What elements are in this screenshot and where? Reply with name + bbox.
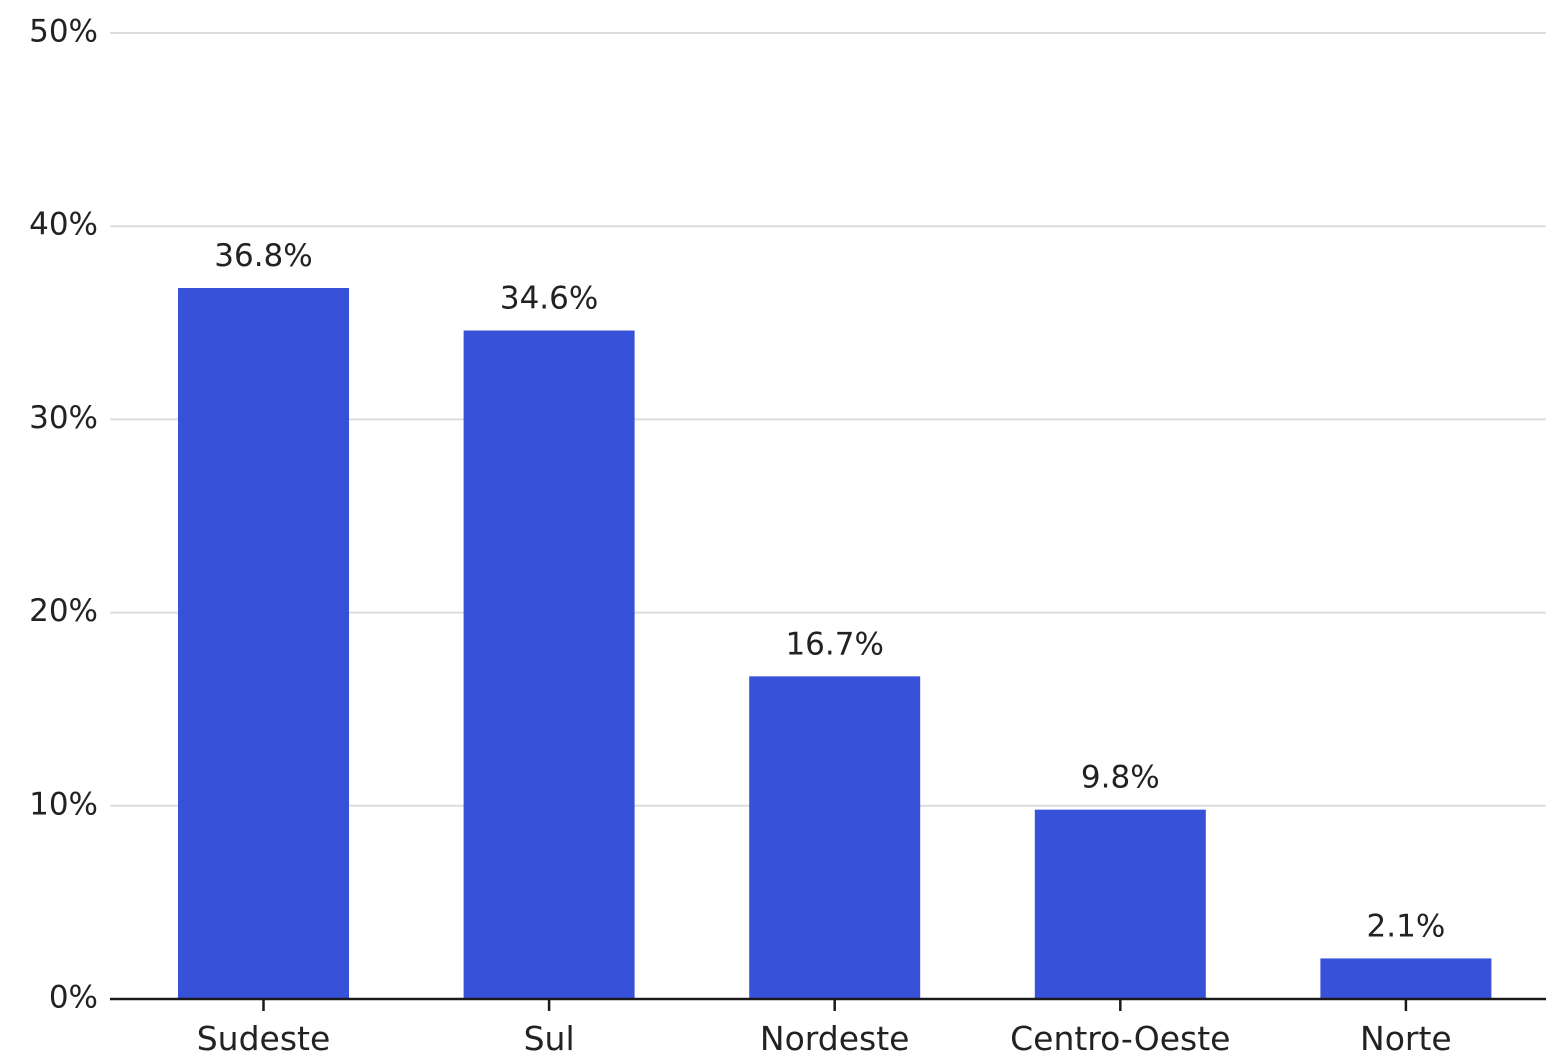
- data-label: 9.8%: [1081, 760, 1160, 796]
- x-tick-label: Centro-Oeste: [1010, 1019, 1230, 1055]
- data-label: 34.6%: [500, 281, 598, 317]
- data-labels: 36.8% 34.6% 16.7% 9.8% 2.1%: [214, 238, 1445, 944]
- x-tick-label: Nordeste: [760, 1019, 910, 1055]
- y-tick-label: 20%: [29, 593, 98, 629]
- y-axis-ticks: 0% 10% 20% 30% 40% 50%: [29, 14, 98, 1016]
- x-axis-ticks: Sudeste Sul Nordeste Centro-Oeste Norte: [197, 999, 1452, 1055]
- bar: [463, 330, 635, 999]
- y-tick-label: 40%: [29, 207, 98, 243]
- x-tick-label: Sul: [524, 1019, 575, 1055]
- y-tick-label: 50%: [29, 14, 98, 50]
- data-label: 16.7%: [785, 626, 883, 662]
- gridlines: [110, 32, 1546, 807]
- bar: [1034, 809, 1206, 999]
- y-tick-label: 10%: [29, 786, 98, 822]
- data-label: 36.8%: [214, 238, 312, 274]
- data-label: 2.1%: [1367, 908, 1446, 944]
- x-tick-label: Sudeste: [197, 1019, 331, 1055]
- y-tick-label: 30%: [29, 400, 98, 436]
- x-tick-label: Norte: [1360, 1019, 1452, 1055]
- bar: [178, 288, 349, 999]
- bar: [749, 676, 921, 999]
- y-tick-label: 0%: [49, 980, 98, 1016]
- bar: [1320, 958, 1492, 999]
- bars: [178, 288, 1492, 999]
